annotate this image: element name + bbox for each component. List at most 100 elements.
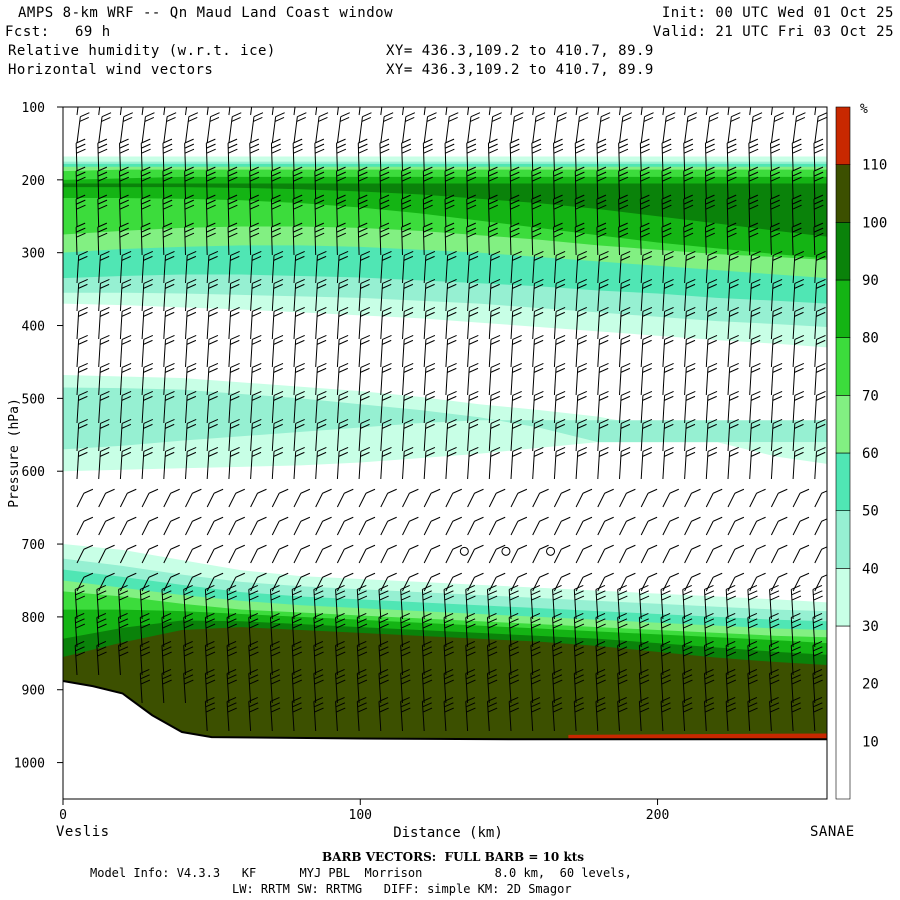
wind-barb: [662, 362, 674, 396]
colorbar-segment: [835, 510, 851, 569]
wind-barb: [812, 668, 823, 704]
wind-barb: [684, 250, 696, 284]
wind-barb: [705, 516, 723, 536]
colorbar-tick-label: 40: [862, 561, 879, 577]
wind-barb: [249, 222, 260, 256]
below-ground-mask: [63, 680, 827, 799]
wind-barb: [465, 696, 476, 732]
wind-barb: [705, 112, 719, 144]
model-info: Model Info: V4.3.3 KF MYJ PBL Morrison 8…: [90, 866, 632, 880]
y-tick-label: 200: [22, 174, 45, 189]
wind-barb: [228, 334, 240, 368]
wind-barb: [662, 112, 676, 144]
wind-barb: [358, 334, 371, 368]
wind-barb: [509, 166, 520, 200]
wind-barb: [271, 278, 284, 312]
wind-barb: [662, 107, 665, 116]
wind-barb: [315, 544, 332, 564]
wind-barb: [292, 222, 303, 256]
wind-barb: [228, 250, 240, 284]
wind-barb: [531, 138, 542, 172]
wind-barb: [509, 138, 520, 172]
y-tick-label: 500: [22, 392, 45, 407]
wind-barb: [163, 572, 180, 592]
wind-barb: [358, 418, 371, 452]
wind-barb: [119, 278, 132, 312]
wind-barb: [770, 222, 781, 256]
wind-barb: [445, 334, 457, 368]
wind-barb: [488, 112, 502, 144]
wind-barb: [532, 278, 544, 312]
wind-barb: [640, 107, 643, 116]
wind-barb: [293, 334, 305, 368]
wind-barb: [791, 138, 802, 172]
wind-barb: [74, 640, 86, 676]
wind-barb: [532, 362, 544, 396]
wind-barb: [619, 250, 631, 284]
wind-barb: [118, 612, 129, 648]
wind-barb: [402, 488, 419, 508]
wind-barb: [467, 362, 479, 396]
wind-barb: [790, 696, 802, 732]
wind-barb: [422, 222, 433, 256]
wind-barb: [293, 306, 305, 340]
wind-barb: [662, 334, 674, 368]
wind-barb: [814, 546, 827, 564]
wind-barb: [617, 612, 628, 648]
wind-barb: [357, 194, 368, 228]
wind-barb: [619, 278, 631, 312]
wind-barb: [96, 612, 107, 648]
wind-barb: [380, 334, 392, 368]
wind-barb: [423, 516, 441, 536]
wind-barb: [379, 138, 390, 172]
chart-title: AMPS 8-km WRF -- Qn Maud Land Coast wind…: [18, 5, 394, 21]
wind-barb: [206, 390, 219, 424]
wind-barb: [704, 222, 715, 256]
wind-barb: [315, 250, 327, 284]
wind-barb: [619, 334, 631, 368]
wind-barb: [356, 584, 368, 620]
wind-barb: [402, 278, 414, 312]
wind-barb: [573, 640, 585, 676]
wind-barb: [770, 516, 788, 536]
wind-barb: [769, 640, 780, 676]
wind-barb: [336, 544, 354, 564]
wind-barb: [336, 446, 349, 480]
wind-barb: [269, 612, 281, 648]
wind-barb: [119, 306, 132, 340]
wind-barb: [423, 107, 426, 116]
wind-barb: [662, 250, 674, 284]
wind-barb: [770, 166, 781, 200]
wind-barb: [553, 250, 566, 284]
wind-barb: [74, 612, 86, 648]
wind-barb: [184, 194, 195, 228]
wind-barb: [553, 107, 556, 116]
y-tick-label: 800: [22, 611, 45, 626]
wind-barb: [465, 584, 476, 620]
wind-barb: [749, 306, 761, 340]
wind-barb: [532, 112, 546, 144]
wind-barb: [488, 516, 506, 536]
wind-barb: [228, 544, 245, 564]
wind-barb: [248, 696, 259, 732]
wind-barb: [185, 390, 197, 424]
wind-barb: [250, 390, 262, 424]
wind-barb: [770, 334, 783, 368]
wind-barb: [703, 612, 715, 648]
wind-barb: [226, 612, 237, 648]
wind-barb: [488, 362, 501, 396]
wind-barb: [402, 250, 414, 284]
wind-barb: [271, 516, 289, 536]
wind-barb: [596, 222, 607, 256]
wind-barb: [271, 390, 284, 424]
wind-barb: [378, 668, 389, 704]
rh-band-40: [63, 387, 827, 450]
wind-barb: [336, 390, 349, 424]
wind-barb: [141, 516, 159, 536]
wind-barb: [747, 668, 758, 704]
wind-barb: [639, 138, 650, 172]
wind-barb: [421, 612, 433, 648]
wind-barb: [747, 584, 758, 620]
wind-barb: [98, 278, 110, 312]
x-tick-label: 200: [646, 808, 669, 823]
